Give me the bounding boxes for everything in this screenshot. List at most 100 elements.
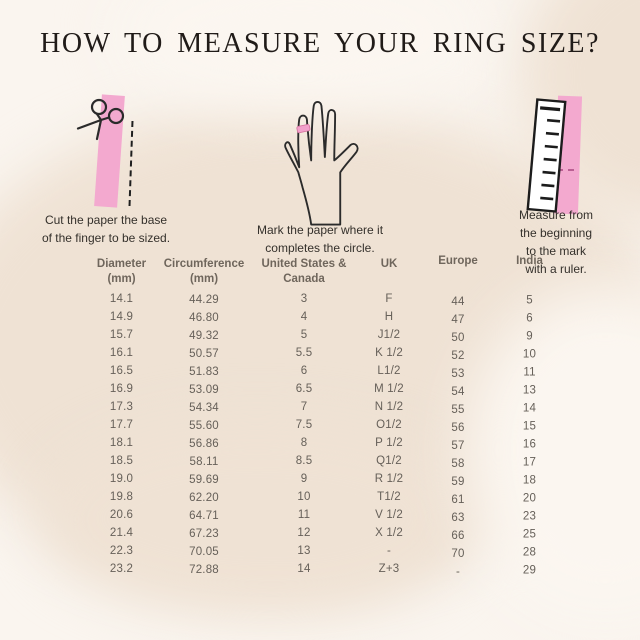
table-cell: 53 — [451, 368, 465, 380]
header-line: India — [516, 255, 543, 267]
table-cell: 21.4 — [109, 527, 134, 539]
table-cell: 54 — [451, 386, 465, 398]
table-cell: 5 — [526, 294, 533, 307]
table-cell: 19.0 — [109, 473, 134, 485]
table-cell: 70.05 — [189, 546, 219, 558]
header-line: (mm) — [189, 273, 219, 285]
step-caption-measure: Measure from the beginning to the mark w… — [514, 206, 598, 278]
table-cell: 15.7 — [109, 329, 134, 341]
table-cell: N 1/2 — [374, 401, 404, 413]
column-header-uk: UK — [359, 257, 419, 287]
size-table-body: 14.1 44.29 3 F 44 5 14.9 46.80 4 H 47 6 15.7 49.32 5 J1… — [84, 293, 562, 581]
caption-line: of the finger to be sized. — [41, 231, 171, 245]
table-cell: K 1/2 — [375, 347, 403, 359]
column-header-circumference: Circumference (mm) — [159, 257, 249, 287]
table-cell: 7 — [300, 401, 308, 413]
column-header-europe: Europe — [419, 254, 497, 284]
table-cell: 67.23 — [189, 528, 219, 540]
caption-line: completes the circle. — [265, 241, 375, 255]
table-cell: 62.20 — [189, 492, 219, 504]
table-cell: 12 — [297, 527, 311, 539]
table-cell: 54.34 — [189, 402, 219, 414]
table-cell: 58 — [451, 458, 465, 470]
table-cell: 44.29 — [189, 294, 219, 306]
table-cell: 16.5 — [109, 365, 134, 377]
table-cell: 51.83 — [189, 366, 219, 378]
table-cell: R 1/2 — [374, 473, 404, 485]
table-cell: 57 — [451, 440, 465, 452]
table-cell: 20 — [522, 492, 537, 505]
table-cell: P 1/2 — [375, 437, 403, 449]
table-cell: - — [386, 545, 392, 557]
table-cell: 15 — [522, 420, 537, 433]
table-cell: 52 — [451, 350, 465, 362]
table-cell: 10 — [297, 491, 311, 503]
table-cell: 59.69 — [189, 474, 219, 486]
background-brush-blob — [40, 420, 470, 615]
table-cell: 16 — [522, 438, 537, 451]
table-cell: 8.5 — [295, 455, 313, 467]
table-cell: V 1/2 — [375, 509, 403, 521]
header-line: United States & — [261, 258, 347, 270]
step-caption-cut: Cut the paper the base of the finger to … — [42, 211, 170, 247]
table-cell: F — [385, 293, 393, 305]
table-cell: L1/2 — [377, 365, 401, 377]
table-cell: 72.88 — [189, 564, 219, 576]
page-title: HOW TO MEASURE YOUR RING SIZE? — [40, 28, 600, 59]
table-cell: M 1/2 — [374, 383, 404, 395]
table-cell: 61 — [451, 494, 465, 506]
table-cell: 58.11 — [189, 456, 219, 468]
table-cell: 20.6 — [109, 509, 134, 521]
caption-line: to the mark with a ruler. — [525, 244, 587, 276]
table-cell: 10 — [522, 348, 537, 361]
table-cell: 16.1 — [109, 347, 134, 359]
ruler-icon — [526, 98, 567, 213]
table-cell: 63 — [451, 512, 465, 524]
table-cell: 22.3 — [109, 545, 134, 557]
table-cell: 23 — [522, 510, 537, 523]
measure-mark — [557, 169, 574, 171]
table-cell: - — [455, 566, 461, 578]
table-cell: 50 — [451, 332, 465, 344]
table-cell: 18.1 — [109, 437, 134, 449]
table-cell: 4 — [300, 311, 308, 323]
table-cell: 9 — [300, 473, 308, 485]
table-cell: 49.32 — [189, 330, 219, 342]
table-cell: 7.5 — [295, 419, 313, 431]
table-cell: 17.7 — [109, 419, 134, 431]
table-cell: 3 — [300, 293, 308, 305]
table-cell: 14 — [522, 402, 537, 415]
table-cell: 5 — [300, 329, 308, 341]
caption-line: Measure from the beginning — [518, 208, 594, 240]
table-cell: T1/2 — [377, 491, 401, 503]
table-cell: 44 — [451, 296, 465, 308]
table-cell: 70 — [451, 548, 465, 560]
table-cell: 47 — [451, 314, 465, 326]
header-line: Circumference — [163, 258, 245, 270]
scissors-icon — [76, 98, 125, 141]
table-cell: H — [384, 311, 394, 323]
table-cell: 16.9 — [109, 383, 134, 395]
header-line: UK — [380, 258, 398, 270]
hand-ring-icon — [284, 100, 359, 226]
table-cell: 9 — [526, 330, 533, 343]
table-cell: 59 — [451, 476, 465, 488]
table-cell: X 1/2 — [375, 527, 403, 539]
caption-line: Cut the paper the base — [44, 213, 168, 227]
column-header-india: India — [497, 254, 562, 284]
table-cell: Z+3 — [378, 563, 400, 575]
table-cell: 46.80 — [189, 312, 219, 324]
table-cell: 6.5 — [295, 383, 313, 395]
table-cell: 11 — [523, 366, 536, 379]
column-header-us-canada: United States & Canada — [249, 257, 359, 287]
table-cell: O1/2 — [376, 419, 402, 431]
header-line: Canada — [283, 273, 325, 285]
table-cell: 6 — [526, 312, 533, 325]
table-cell: 56.86 — [189, 438, 219, 450]
table-cell: 11 — [297, 509, 311, 521]
table-cell: 14 — [297, 563, 311, 575]
table-cell: 17.3 — [109, 401, 134, 413]
table-cell: Q1/2 — [376, 455, 402, 467]
header-line: Europe — [438, 255, 478, 267]
caption-line: Mark the paper where it — [256, 223, 384, 237]
